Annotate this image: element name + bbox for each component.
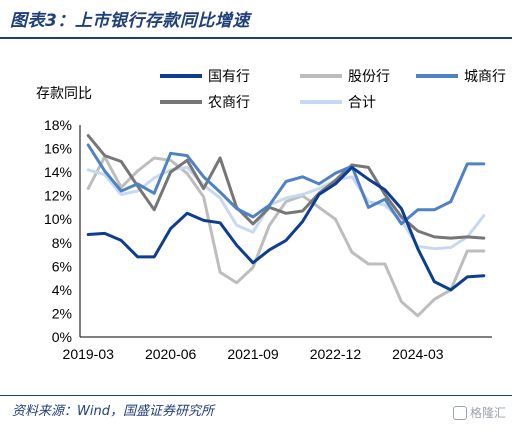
y-tick-label: 6% — [52, 258, 72, 274]
series-line-3 — [86, 143, 486, 226]
x-tick-label: 2020-06 — [145, 346, 197, 362]
series-line-5 — [86, 165, 486, 251]
y-tick-label: 2% — [52, 305, 72, 321]
watermark-logo-icon — [452, 405, 467, 420]
legend-label: 股份行 — [348, 69, 390, 85]
legend-label: 农商行 — [208, 95, 250, 111]
plot-area — [86, 134, 486, 318]
series-line-1 — [86, 165, 486, 292]
x-tick-label: 2021-09 — [227, 346, 279, 362]
x-tick-label: 2019-03 — [63, 346, 115, 362]
chart-container: 存款同比 国有行 股份行 城商行农商行 合计 0% 2% 4% 6% 8% 10% 12% 14% 1… — [0, 42, 512, 392]
series-line-2 — [86, 155, 486, 318]
y-tick-label: 0% — [52, 329, 72, 345]
figure-title: 图表3：上市银行存款同比增速 — [10, 11, 250, 31]
x-tick-label: 2024-03 — [392, 346, 444, 362]
legend-label: 国有行 — [208, 69, 250, 85]
y-tick-label: 16% — [44, 141, 72, 157]
y-tick-label: 10% — [44, 211, 72, 227]
y-tick-label: 12% — [44, 188, 72, 204]
watermark-text: 格隆汇 — [469, 406, 506, 420]
y-tick-label: 4% — [52, 282, 72, 298]
title-divider — [0, 37, 512, 39]
y-tick-label: 8% — [52, 235, 72, 251]
y-axis: 0% 2% 4% 6% 8% 10% 12% 14% 16% 18% — [44, 117, 81, 345]
y-tick-label: 14% — [44, 164, 72, 180]
source-note: 资料来源：Wind，国盛证券研究所 — [12, 404, 214, 419]
x-tick-label: 2022-12 — [310, 346, 362, 362]
y-axis-label: 存款同比 — [36, 86, 92, 102]
y-tick-label: 18% — [44, 117, 72, 133]
legend-label: 合计 — [348, 95, 376, 111]
legend-label: 城商行 — [464, 69, 506, 85]
watermark: 格隆汇 — [452, 404, 506, 421]
source-divider — [0, 395, 512, 396]
x-axis: 2019-03 2020-06 2021-09 2022-12 2024-03 — [63, 336, 492, 362]
series-line-4 — [86, 134, 486, 240]
